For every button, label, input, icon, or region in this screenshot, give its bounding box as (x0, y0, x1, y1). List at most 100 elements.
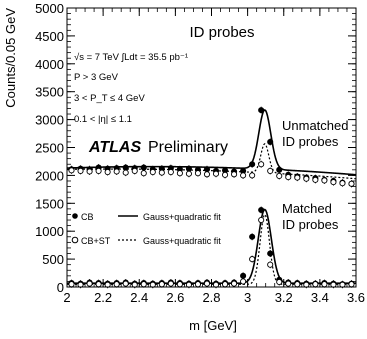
data-point-unmatched-open (240, 172, 247, 179)
data-point-matched-open (113, 281, 120, 288)
data-point-unmatched-open (104, 169, 111, 176)
data-point-unmatched-open (131, 167, 138, 174)
x-axis-label: m [GeV] (189, 318, 237, 333)
data-point-unmatched-open (231, 171, 238, 178)
data-point-matched-filled (258, 206, 265, 214)
data-point-unmatched-open (312, 176, 319, 183)
data-point-unmatched-open (221, 171, 229, 178)
data-point-unmatched-open (158, 169, 165, 176)
data-point-unmatched-open (194, 170, 202, 177)
x-tick-label: 2.2 (94, 290, 112, 305)
x-tick-label: 3.2 (275, 290, 293, 305)
y-tick-label: 1000 (35, 224, 64, 239)
y-tick-label: 0 (57, 280, 64, 295)
data-point-matched-open (285, 280, 292, 287)
data-point-matched-open (240, 278, 247, 285)
data-point-unmatched-open (140, 170, 147, 177)
chart-title: ID probes (189, 24, 254, 41)
x-tick-label: 3.4 (311, 290, 329, 305)
info-energy-lumi: √s = 7 TeV ∫Ldt = 35.5 pb⁻¹ (74, 52, 188, 63)
data-point-unmatched-open (68, 167, 75, 174)
data-point-unmatched-open (303, 175, 310, 182)
legend-solid-fit-label: Gauss+quadratic fit (143, 212, 221, 222)
data-point-unmatched-open (77, 167, 84, 174)
data-point-matched-filled (240, 272, 247, 279)
x-tick-label: 3.6 (347, 290, 365, 305)
data-point-matched-open (122, 280, 129, 287)
y-tick-label: 3500 (35, 85, 64, 100)
data-point-matched-filled (267, 250, 274, 257)
matched-label-line2: ID probes (282, 217, 339, 232)
y-tick-label: 4000 (35, 57, 64, 72)
legend-dotted-fit-label: Gauss+quadratic fit (143, 236, 221, 246)
data-point-unmatched-open (185, 170, 192, 177)
data-point-matched-open (86, 280, 93, 287)
x-tick-label: 2 (63, 290, 70, 305)
data-point-unmatched-open (167, 169, 174, 176)
data-point-matched-open (276, 278, 283, 286)
unmatched-label-line1: Unmatched (282, 118, 348, 133)
x-tick-label: 2.8 (202, 290, 220, 305)
data-point-matched-open (167, 280, 174, 287)
info-momentum: P > 3 GeV (74, 72, 119, 83)
data-point-unmatched-filled (267, 138, 274, 145)
info-eta-range: 0.1 < |η| ≤ 1.1 (74, 114, 132, 125)
y-tick-label: 500 (42, 252, 64, 267)
matched-label-line1: Matched (282, 201, 332, 216)
data-points (68, 106, 355, 289)
data-point-matched-open (321, 281, 328, 288)
data-point-unmatched-open (294, 174, 301, 181)
data-point-matched-open (267, 261, 274, 268)
data-point-unmatched-filled (258, 107, 265, 114)
x-tick-label: 2.6 (166, 290, 184, 305)
data-point-unmatched-open (86, 168, 93, 175)
preliminary-label: Preliminary (148, 139, 228, 156)
data-point-unmatched-open (267, 167, 274, 174)
data-point-unmatched-open (203, 171, 211, 178)
y-tick-label: 2500 (35, 141, 64, 156)
data-point-unmatched-open (276, 172, 283, 180)
data-point-unmatched-open (339, 180, 346, 187)
data-point-matched-open (203, 280, 211, 287)
data-point-unmatched-open (285, 174, 292, 181)
data-point-matched-open (194, 281, 202, 288)
data-point-unmatched-filled (249, 161, 256, 168)
data-point-unmatched-filled (276, 166, 283, 173)
legend-cb-marker (72, 213, 78, 219)
data-point-unmatched-open (348, 180, 355, 187)
data-point-unmatched-open (113, 168, 120, 175)
data-point-matched-open (68, 281, 75, 288)
data-point-unmatched-open (321, 177, 328, 184)
data-point-unmatched-open (149, 169, 156, 176)
x-tick-label: 3 (244, 290, 251, 305)
data-point-unmatched-open (95, 167, 102, 174)
data-point-unmatched-open (330, 179, 337, 186)
data-point-matched-open (348, 281, 355, 288)
data-point-unmatched-open (176, 170, 183, 177)
legend-cbst-marker (71, 236, 79, 244)
data-point-matched-open (158, 281, 165, 288)
y-tick-label: 4500 (35, 29, 64, 44)
y-tick-label: 1500 (35, 196, 64, 211)
data-point-matched-open (294, 281, 301, 288)
data-point-unmatched-open (258, 161, 265, 168)
atlas-label: ATLAS (88, 139, 141, 156)
y-axis-label: Counts/0.05 GeV (3, 8, 18, 108)
data-point-unmatched-open (249, 172, 256, 179)
info-pt-range: 3 < P_T ≤ 4 GeV (74, 93, 145, 104)
data-point-matched-open (140, 281, 147, 288)
data-point-unmatched-open (122, 169, 129, 176)
data-point-matched-open (249, 256, 256, 263)
y-tick-label: 2000 (35, 168, 64, 183)
data-point-matched-open (221, 281, 229, 288)
legend-cb-label: CB (81, 212, 94, 222)
data-point-matched-open (95, 281, 102, 288)
data-point-matched-open (231, 280, 238, 287)
data-point-matched-open (176, 281, 183, 288)
legend-cbst-label: CB+ST (81, 236, 111, 246)
data-point-unmatched-open (212, 170, 220, 177)
data-point-unmatched-filled (140, 164, 147, 171)
data-point-matched-open (258, 216, 265, 224)
unmatched-label-line2: ID probes (282, 134, 339, 149)
